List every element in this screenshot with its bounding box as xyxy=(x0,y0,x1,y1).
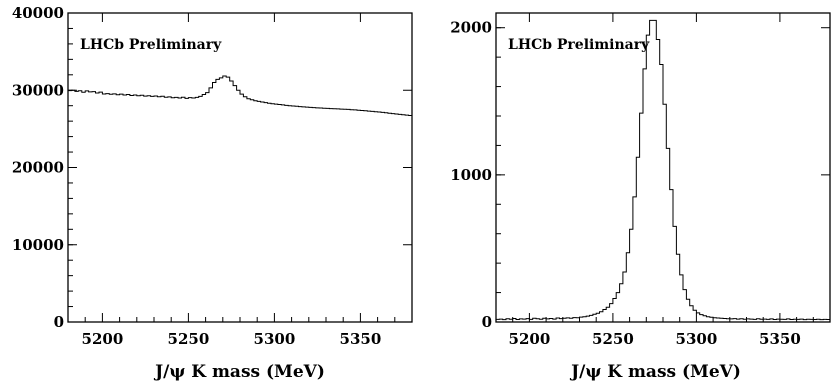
x-tick-label: 5300 xyxy=(254,330,296,348)
x-tick-label: 5200 xyxy=(509,330,551,348)
y-tick-label: 0 xyxy=(54,313,64,331)
y-tick-label: 2000 xyxy=(450,19,492,37)
x-tick-label: 5300 xyxy=(676,330,718,348)
histogram-line xyxy=(68,75,412,116)
plot-frame xyxy=(495,12,831,323)
y-tick-label: 10000 xyxy=(12,236,64,254)
mass-histogram-right: LHCb Preliminary 5200 5250 5300 5350 0 1000 2… xyxy=(450,12,831,382)
y-tick-label: 1000 xyxy=(450,166,492,184)
lhcb-preliminary-label: LHCb Preliminary xyxy=(80,37,222,53)
mass-histogram-left: LHCb Preliminary 5200 5250 5300 5350 0 10000… xyxy=(12,4,413,382)
lhcb-preliminary-label: LHCb Preliminary xyxy=(508,37,650,53)
x-tick-label: 5350 xyxy=(759,330,801,348)
x-axis-ticks: 5200 5250 5300 5350 xyxy=(67,13,413,348)
x-axis-title: J/ψ K mass (MeV) xyxy=(569,362,741,382)
y-tick-label: 20000 xyxy=(12,159,64,177)
y-axis-ticks: 0 10000 20000 30000 40000 xyxy=(12,4,412,331)
y-axis-ticks: 0 1000 2000 xyxy=(450,19,830,331)
x-axis-title: J/ψ K mass (MeV) xyxy=(153,362,325,382)
x-tick-label: 5250 xyxy=(592,330,634,348)
y-tick-label: 40000 xyxy=(12,4,64,22)
y-tick-label: 0 xyxy=(482,313,492,331)
histogram-line xyxy=(496,19,830,321)
x-tick-label: 5200 xyxy=(82,330,124,348)
x-tick-label: 5350 xyxy=(340,330,382,348)
plot-frame xyxy=(67,12,413,323)
y-tick-label: 30000 xyxy=(12,81,64,99)
x-axis-ticks: 5200 5250 5300 5350 xyxy=(495,13,831,348)
x-tick-label: 5250 xyxy=(168,330,210,348)
